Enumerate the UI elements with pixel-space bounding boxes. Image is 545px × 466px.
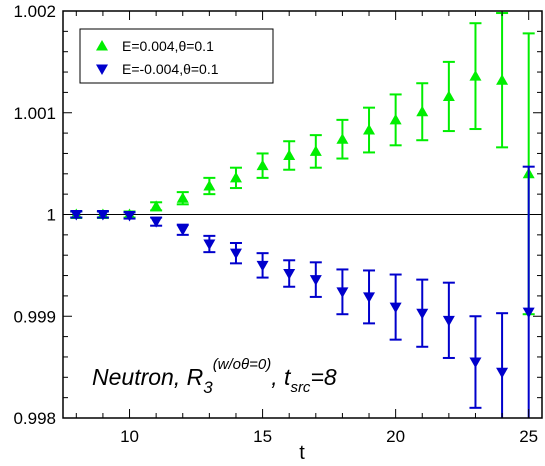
data-point xyxy=(283,149,296,160)
data-point xyxy=(469,70,482,81)
data-point xyxy=(150,217,163,228)
data-point xyxy=(96,210,109,221)
data-point xyxy=(256,260,269,272)
legend-box xyxy=(79,28,274,84)
annotation-mid: , t xyxy=(271,364,292,390)
legend-entry-1: E=-0.004,θ=0.1 xyxy=(122,61,219,77)
x-tick-label: 10 xyxy=(120,427,139,446)
data-point xyxy=(229,171,242,183)
y-tick-label: 1.001 xyxy=(13,104,56,123)
x-axis-label: t xyxy=(299,442,305,464)
data-point xyxy=(336,287,349,298)
data-point xyxy=(416,308,429,320)
data-point xyxy=(229,248,242,260)
data-point xyxy=(389,113,402,125)
legend: E=0.004,θ=0.1 E=-0.004,θ=0.1 xyxy=(79,28,274,84)
data-point xyxy=(283,269,296,280)
y-tick-label: 1 xyxy=(47,206,56,225)
annotation: Neutron, R3(w/oθ=0), tsrc=8 xyxy=(92,356,337,397)
legend-markers xyxy=(96,40,108,75)
x-tick-label: 25 xyxy=(519,427,538,446)
data-point xyxy=(176,192,189,203)
data-point xyxy=(416,105,429,117)
x-tick-label: 15 xyxy=(253,427,272,446)
data-point xyxy=(442,90,455,101)
legend-entry-0: E=0.004,θ=0.1 xyxy=(122,38,214,54)
data-point xyxy=(469,357,482,369)
annotation-sub-src: src xyxy=(290,379,310,396)
data-point xyxy=(203,239,216,251)
data-point xyxy=(309,145,322,156)
data-point xyxy=(496,367,509,379)
data-point xyxy=(123,211,136,222)
data-point xyxy=(150,200,163,211)
data-point xyxy=(176,225,189,236)
data-point xyxy=(256,159,269,171)
data-point xyxy=(309,275,322,286)
legend-marker-0 xyxy=(96,40,108,51)
y-tick-label: 0.998 xyxy=(13,409,56,428)
series-1 xyxy=(70,165,535,418)
annotation-main: Neutron, R xyxy=(92,364,203,390)
data-point xyxy=(363,292,376,303)
data-point xyxy=(336,133,349,144)
data-point xyxy=(70,210,83,221)
y-tick-label: 1.002 xyxy=(13,2,56,21)
data-point xyxy=(363,124,376,135)
data-point xyxy=(203,180,216,191)
y-tick-label: 0.999 xyxy=(13,307,56,326)
data-layer xyxy=(70,12,535,418)
data-point xyxy=(522,307,535,319)
legend-marker-1 xyxy=(96,64,108,75)
data-point xyxy=(442,315,455,327)
annotation-superscript: (w/oθ=0) xyxy=(213,356,272,373)
tick-layer: 10 15 20 25 0.998 0.999 1 1.001 1.002 xyxy=(13,2,542,446)
data-point xyxy=(496,74,509,85)
x-tick-label: 20 xyxy=(386,427,405,446)
annotation-tail: =8 xyxy=(310,364,336,390)
annotation-sub-index: 3 xyxy=(203,378,213,397)
data-point xyxy=(389,302,402,314)
